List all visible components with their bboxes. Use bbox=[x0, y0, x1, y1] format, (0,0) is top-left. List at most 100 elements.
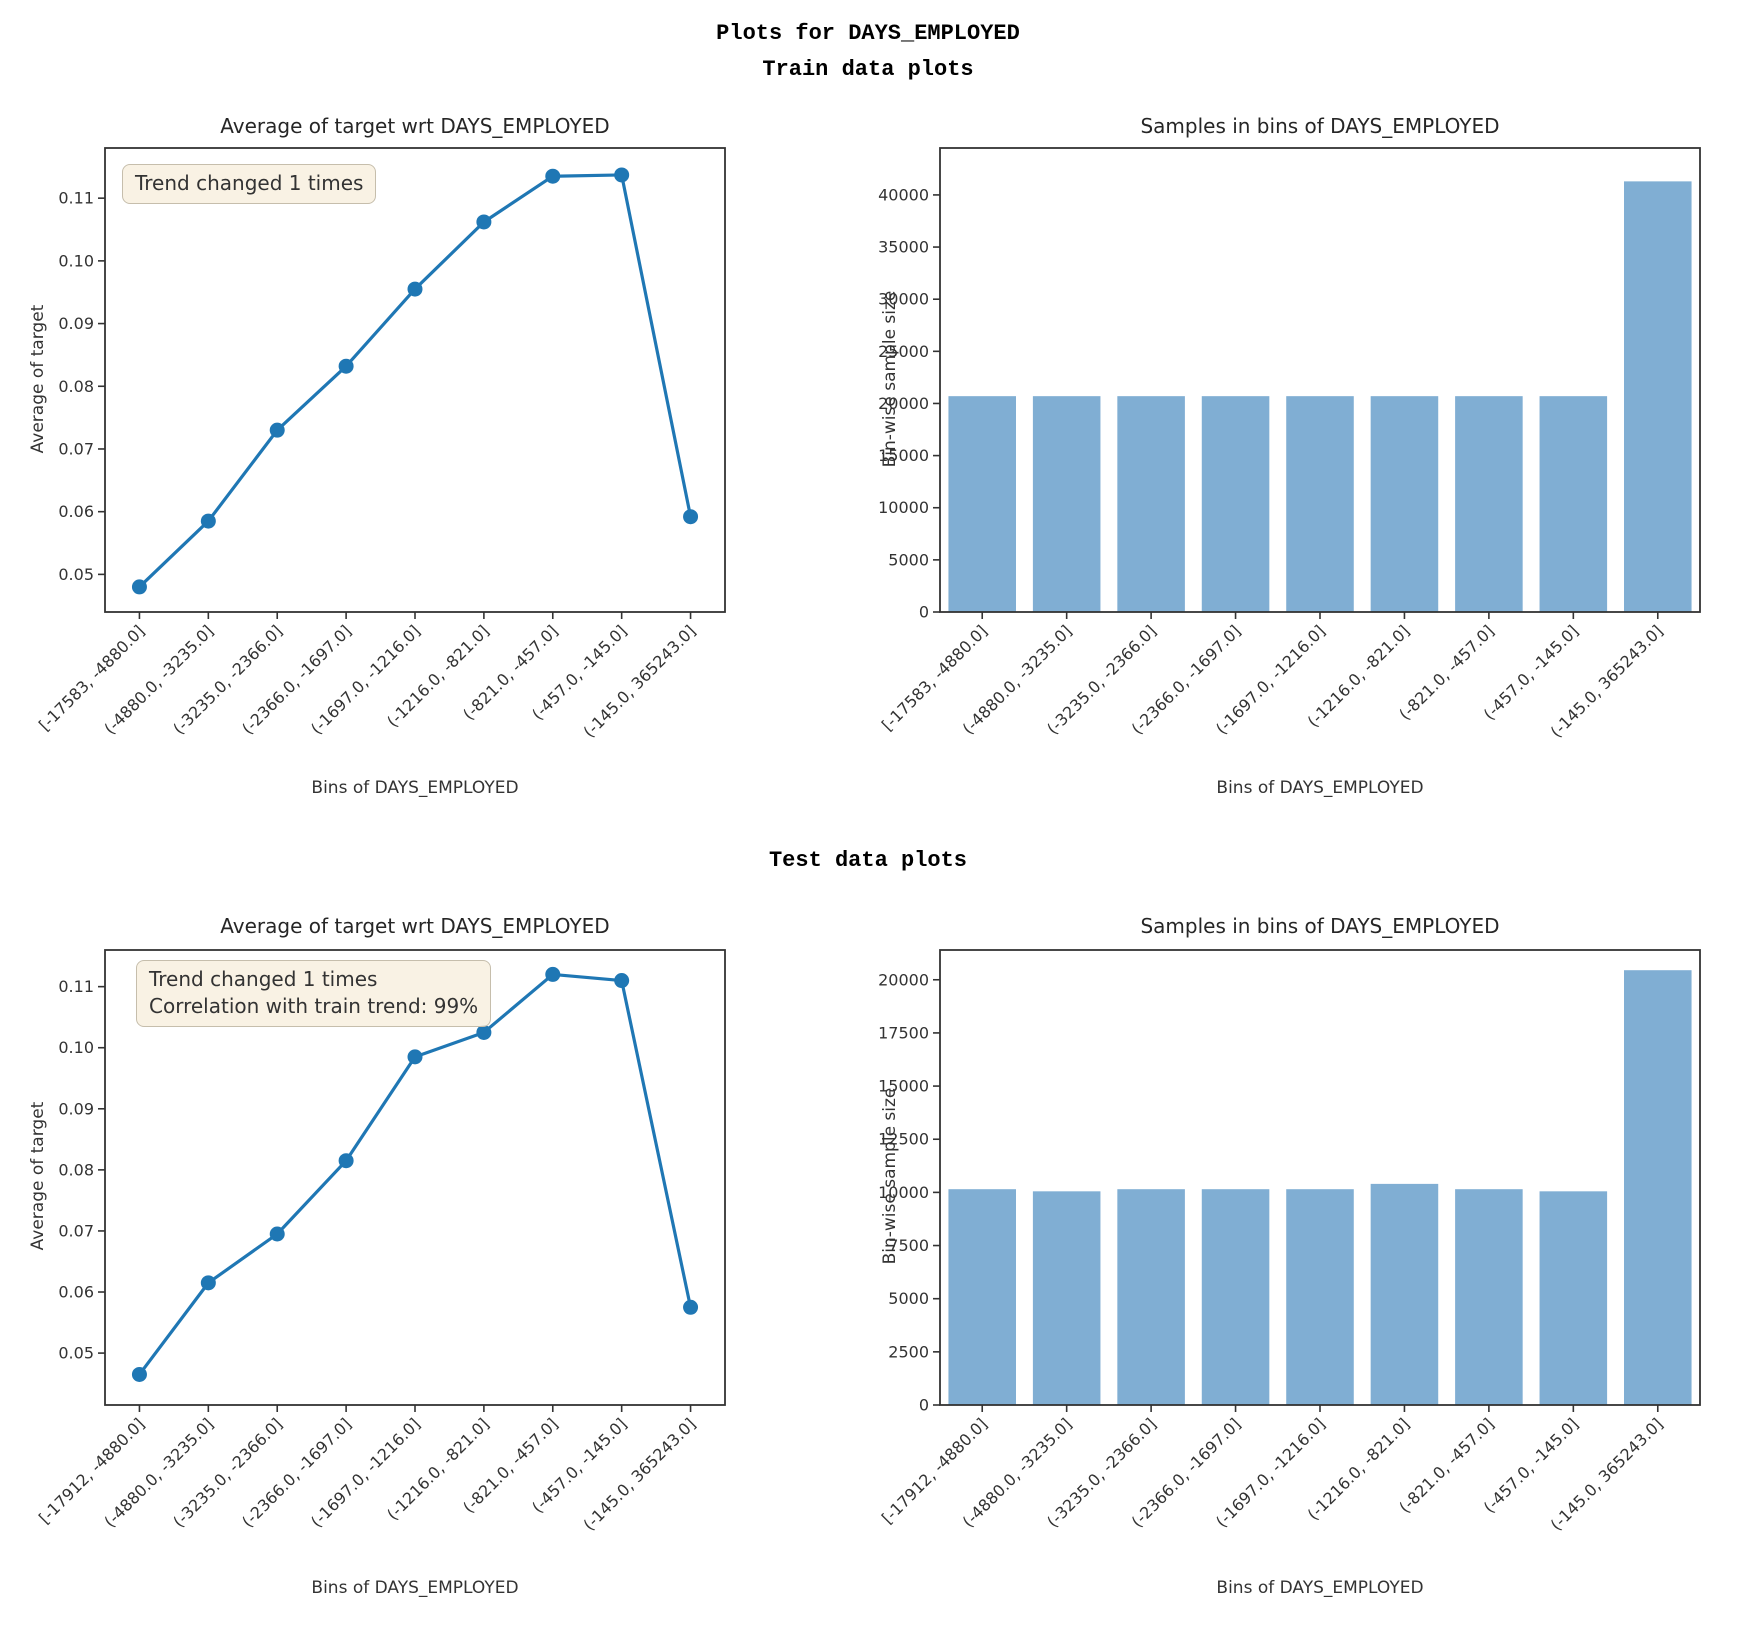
data-point bbox=[545, 168, 561, 184]
y-tick-label: 0.08 bbox=[58, 1160, 94, 1179]
trend-annotation: Trend changed 1 times bbox=[122, 164, 377, 204]
y-tick-label: 20000 bbox=[878, 394, 929, 413]
bar bbox=[1370, 396, 1439, 612]
y-tick-label: 0.08 bbox=[58, 377, 94, 396]
bar bbox=[1455, 1189, 1523, 1405]
y-tick-label: 0.10 bbox=[58, 251, 94, 270]
y-tick-label: 10000 bbox=[878, 498, 929, 517]
suptitle-line2: Train data plots bbox=[762, 57, 974, 82]
bar bbox=[1370, 1183, 1439, 1405]
bar bbox=[1286, 396, 1354, 612]
chart-title: Samples in bins of DAYS_EMPLOYED bbox=[1140, 114, 1500, 138]
data-point bbox=[269, 1226, 285, 1242]
data-point bbox=[131, 579, 147, 595]
train-samples-plot-area: 0 5000 10000 15000 20000 25000 30000 35000 40000… bbox=[878, 147, 1701, 741]
y-tick-label: 15000 bbox=[878, 1077, 929, 1096]
data-point bbox=[269, 422, 285, 438]
y-tick-label: 0.09 bbox=[58, 1099, 94, 1118]
annotation-line: Correlation with train trend: 99% bbox=[149, 994, 479, 1018]
y-tick-label: 0.06 bbox=[58, 1283, 94, 1302]
y-axis-label: Bin-wise sample size bbox=[880, 1087, 900, 1265]
bar bbox=[1286, 1189, 1354, 1405]
figure-suptitle: Plots for DAYS_EMPLOYED Train data plots bbox=[0, 16, 1736, 88]
data-point bbox=[338, 358, 354, 374]
y-axis-label: Bin-wise sample size bbox=[880, 290, 900, 468]
bar bbox=[948, 1189, 1016, 1405]
x-axis-label: Bins of DAYS_EMPLOYED bbox=[311, 778, 519, 798]
data-point bbox=[683, 1299, 699, 1315]
trend-line bbox=[138, 173, 693, 589]
y-tick-label: 40000 bbox=[878, 185, 929, 204]
chart-title: Samples in bins of DAYS_EMPLOYED bbox=[1140, 914, 1500, 938]
axes-frame bbox=[104, 949, 726, 1406]
y-tick-label: 25000 bbox=[878, 342, 929, 361]
train-samples-chart: 0 5000 10000 15000 20000 25000 30000 35000 40000… bbox=[878, 100, 1762, 834]
test-average-target-plot-area: 0.050.060.070.080.090.100.11[-17912, -48… bbox=[35, 949, 726, 1534]
y-tick-label: 30000 bbox=[878, 290, 929, 309]
data-point bbox=[476, 1024, 492, 1040]
y-tick-label: 0.06 bbox=[58, 502, 94, 521]
x-bin-label: (-145.0, 365243.0] bbox=[579, 1414, 699, 1534]
y-tick-label: 0.07 bbox=[58, 439, 94, 458]
bar bbox=[1201, 1189, 1270, 1405]
y-tick-label: 0.10 bbox=[58, 1038, 94, 1057]
bar bbox=[1624, 181, 1692, 612]
annotation-line: Trend changed 1 times bbox=[135, 171, 364, 195]
data-point bbox=[200, 513, 216, 529]
data-point bbox=[614, 167, 630, 183]
y-tick-label: 0.09 bbox=[58, 314, 94, 333]
data-point bbox=[200, 1275, 216, 1291]
y-tick-label: 5000 bbox=[888, 1289, 929, 1308]
train-average-target-chart: 0.05 0.06 0.07 0.08 0.09 0.10 0.11 [-17583, -48… bbox=[0, 100, 880, 834]
trend-line bbox=[138, 972, 693, 1376]
data-point bbox=[407, 281, 423, 297]
data-point bbox=[407, 1049, 423, 1065]
test-section-title: Test data plots bbox=[768, 848, 968, 873]
y-tick-label: 35000 bbox=[878, 238, 929, 257]
suptitle-line1: Plots for DAYS_EMPLOYED bbox=[716, 21, 1020, 46]
chart-title: Average of target wrt DAYS_EMPLOYED bbox=[220, 114, 610, 138]
chart-title: Average of target wrt DAYS_EMPLOYED bbox=[220, 914, 610, 938]
bar bbox=[1032, 396, 1101, 612]
bar bbox=[1539, 396, 1608, 612]
x-axis-label: Bins of DAYS_EMPLOYED bbox=[1216, 778, 1424, 798]
y-tick-label: 10000 bbox=[878, 1183, 929, 1202]
bar bbox=[1539, 1191, 1608, 1405]
y-tick-label: 0.11 bbox=[58, 977, 94, 996]
y-tick-label: 0.05 bbox=[58, 1344, 94, 1363]
axes-frame bbox=[104, 147, 726, 613]
data-point bbox=[131, 1366, 147, 1382]
y-tick-label: 0 bbox=[919, 603, 929, 622]
y-tick-label: 5000 bbox=[888, 550, 929, 569]
data-point bbox=[683, 509, 699, 525]
train-average-target-plot-area: 0.050.060.070.080.090.100.11[-17583, -48… bbox=[35, 147, 726, 741]
axes-frame bbox=[939, 147, 1701, 613]
bar bbox=[1201, 396, 1270, 612]
bar bbox=[948, 396, 1016, 612]
y-tick-label: 17500 bbox=[878, 1023, 929, 1042]
annotation-line: Trend changed 1 times bbox=[149, 967, 378, 991]
test-average-target-chart: 0.05 0.06 0.07 0.08 0.09 0.10 0.11 [-17912, -48… bbox=[0, 900, 880, 1634]
x-axis-label: Bins of DAYS_EMPLOYED bbox=[1216, 1578, 1424, 1598]
y-tick-label: 0.05 bbox=[58, 565, 94, 584]
test-samples-plot-area: 02500500075001000012500150001750020000[-… bbox=[878, 949, 1701, 1534]
y-axis-label: Average of target bbox=[28, 304, 48, 454]
x-bin-label: (-145.0, 365243.0] bbox=[579, 621, 699, 741]
data-point bbox=[614, 973, 630, 989]
test-samples-chart: 0 2500 5000 7500 10000 12500 15000 17500 20000 [-… bbox=[878, 900, 1762, 1634]
y-tick-label: 15000 bbox=[878, 446, 929, 465]
bar bbox=[1117, 1189, 1185, 1405]
data-point bbox=[545, 966, 561, 982]
y-tick-label: 2500 bbox=[888, 1342, 929, 1361]
bar bbox=[1455, 396, 1523, 612]
y-tick-label: 20000 bbox=[878, 970, 929, 989]
y-axis-label: Average of target bbox=[28, 1101, 48, 1251]
y-tick-label: 0.07 bbox=[58, 1221, 94, 1240]
y-tick-label: 0 bbox=[919, 1396, 929, 1415]
data-point bbox=[476, 214, 492, 230]
bar bbox=[1032, 1191, 1101, 1405]
bar bbox=[1624, 970, 1692, 1405]
y-tick-label: 0.11 bbox=[58, 189, 94, 208]
bar bbox=[1117, 396, 1185, 612]
